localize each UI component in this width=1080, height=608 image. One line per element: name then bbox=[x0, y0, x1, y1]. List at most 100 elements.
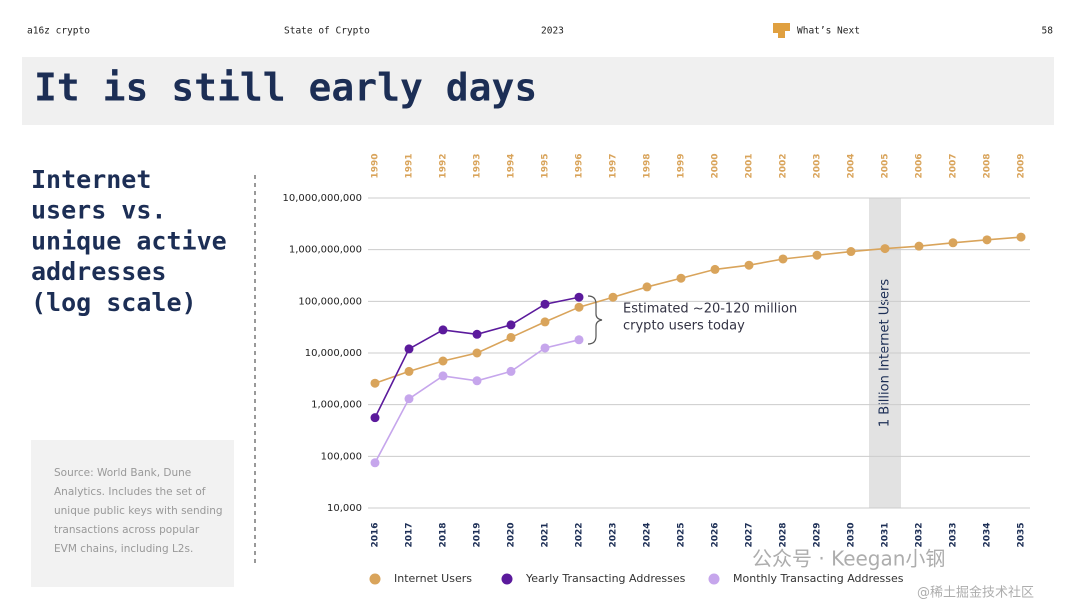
annotation: crypto users today bbox=[623, 319, 745, 334]
top-tick-label: 2000 bbox=[711, 153, 721, 178]
top-tick-label: 2001 bbox=[745, 153, 755, 178]
point bbox=[574, 292, 584, 302]
top-tick-label: 1998 bbox=[643, 153, 653, 178]
x-tick-label: 2024 bbox=[643, 522, 653, 547]
source-text: unique public keys with sending bbox=[54, 505, 223, 517]
side-heading: Internet bbox=[31, 165, 151, 194]
header-section: What’s Next bbox=[797, 26, 860, 37]
point bbox=[710, 264, 720, 274]
x-tick-label: 2018 bbox=[439, 522, 449, 547]
point bbox=[540, 317, 550, 327]
y-tick-label: 10,000,000 bbox=[305, 348, 362, 359]
top-tick-label: 2009 bbox=[1017, 153, 1027, 178]
header-left: a16z crypto bbox=[27, 26, 90, 37]
top-tick-label: 1997 bbox=[609, 153, 619, 178]
top-tick-label: 1999 bbox=[677, 153, 687, 178]
point bbox=[880, 244, 890, 254]
top-tick-label: 2006 bbox=[915, 153, 925, 178]
y-tick-label: 10,000,000,000 bbox=[282, 193, 362, 204]
point bbox=[744, 260, 754, 270]
top-tick-label: 1990 bbox=[371, 153, 381, 178]
top-tick-label: 1993 bbox=[473, 153, 483, 178]
top-tick-label: 2003 bbox=[813, 153, 823, 178]
point bbox=[370, 378, 380, 388]
y-tick-label: 100,000 bbox=[321, 451, 362, 462]
point bbox=[778, 254, 788, 264]
top-tick-label: 2005 bbox=[881, 153, 891, 178]
point bbox=[506, 320, 516, 330]
point bbox=[608, 292, 618, 302]
x-tick-label: 2030 bbox=[847, 522, 857, 547]
top-tick-label: 1992 bbox=[439, 153, 449, 178]
point bbox=[574, 302, 584, 312]
point bbox=[438, 325, 448, 335]
x-tick-label: 2028 bbox=[779, 522, 789, 547]
x-tick-label: 2029 bbox=[813, 522, 823, 547]
y-tick-label: 10,000 bbox=[327, 503, 362, 514]
point bbox=[404, 394, 414, 404]
x-tick-label: 2025 bbox=[677, 522, 687, 547]
watermark: @稀土掘金技术社区 bbox=[917, 585, 1034, 601]
x-tick-label: 2019 bbox=[473, 522, 483, 547]
side-heading: users vs. bbox=[31, 196, 166, 225]
source-text: Analytics. Includes the set of bbox=[54, 486, 206, 498]
top-tick-label: 1991 bbox=[405, 153, 415, 178]
x-tick-label: 2035 bbox=[1017, 522, 1027, 547]
x-tick-label: 2034 bbox=[983, 522, 993, 547]
x-tick-label: 2021 bbox=[541, 522, 551, 547]
top-tick-label: 2002 bbox=[779, 153, 789, 178]
point bbox=[370, 413, 380, 423]
side-heading: addresses bbox=[31, 257, 166, 286]
point bbox=[472, 329, 482, 339]
point bbox=[846, 247, 856, 257]
point bbox=[1016, 232, 1026, 242]
legend-marker bbox=[708, 573, 720, 585]
top-tick-label: 2004 bbox=[847, 153, 857, 178]
top-tick-label: 1994 bbox=[507, 153, 517, 178]
y-tick-label: 100,000,000 bbox=[298, 296, 362, 307]
series-line bbox=[374, 236, 1022, 384]
point bbox=[540, 299, 550, 309]
x-tick-label: 2022 bbox=[575, 522, 585, 547]
x-tick-label: 2017 bbox=[405, 522, 415, 547]
logo bbox=[773, 23, 790, 38]
legend-marker bbox=[501, 573, 513, 585]
x-tick-label: 2020 bbox=[507, 522, 517, 547]
source-box bbox=[31, 440, 234, 587]
legend-label: Internet Users bbox=[394, 572, 472, 585]
title-box bbox=[22, 57, 1054, 125]
point bbox=[948, 238, 958, 248]
x-tick-label: 2016 bbox=[371, 522, 381, 547]
title: It is still early days bbox=[34, 66, 537, 110]
source-text: Source: World Bank, Dune bbox=[54, 467, 191, 479]
point bbox=[540, 343, 550, 353]
point bbox=[438, 356, 448, 366]
point bbox=[982, 235, 992, 245]
point bbox=[506, 332, 516, 342]
header-year: 2023 bbox=[541, 26, 564, 37]
point bbox=[574, 335, 584, 345]
side-heading: unique active bbox=[31, 226, 227, 255]
y-tick-label: 1,000,000,000 bbox=[289, 245, 362, 256]
y-tick-label: 1,000,000 bbox=[311, 400, 362, 411]
side-heading: (log scale) bbox=[31, 288, 197, 317]
x-tick-label: 2027 bbox=[745, 522, 755, 547]
annotation: Estimated ~20-120 million bbox=[623, 302, 797, 317]
point bbox=[404, 366, 414, 376]
page-number: 58 bbox=[1042, 26, 1054, 37]
source-text: EVM chains, including L2s. bbox=[54, 543, 193, 555]
legend-label: Yearly Transacting Addresses bbox=[525, 572, 686, 585]
point bbox=[404, 344, 414, 354]
point bbox=[812, 250, 822, 260]
point bbox=[506, 366, 516, 376]
point bbox=[472, 376, 482, 386]
x-tick-label: 2032 bbox=[915, 522, 925, 547]
x-tick-label: 2023 bbox=[609, 522, 619, 547]
top-tick-label: 1995 bbox=[541, 153, 551, 178]
top-tick-label: 1996 bbox=[575, 153, 585, 178]
point bbox=[438, 371, 448, 381]
legend-label: Monthly Transacting Addresses bbox=[733, 572, 904, 585]
point bbox=[472, 348, 482, 358]
top-tick-label: 2007 bbox=[949, 153, 959, 178]
